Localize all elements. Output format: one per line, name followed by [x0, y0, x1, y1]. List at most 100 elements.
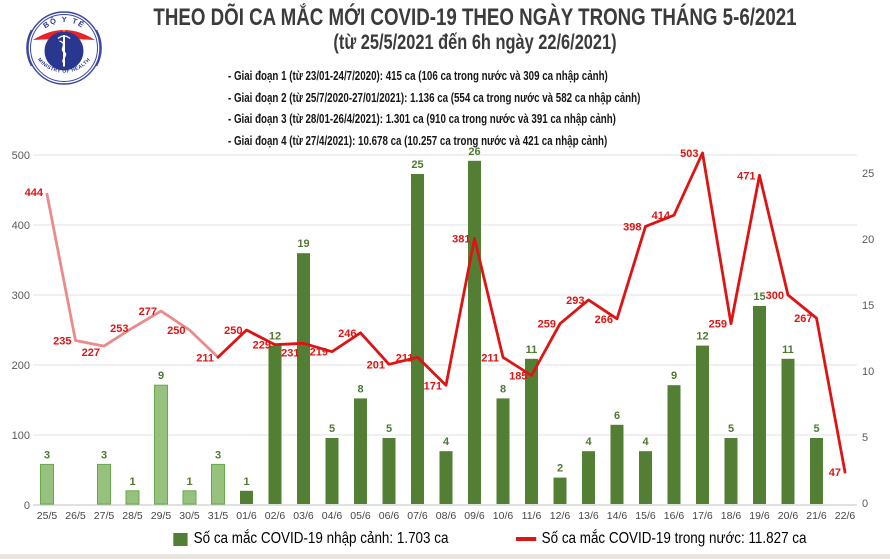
x-axis-label: 22/6 [835, 510, 856, 522]
line-value-label: 211 [481, 352, 499, 364]
x-axis-label: 21/6 [806, 510, 827, 522]
bar-imported-cases [439, 451, 453, 504]
bar-imported-cases [582, 451, 595, 504]
domestic-cases-line-may [45, 192, 220, 359]
bar-imported-cases [468, 160, 481, 505]
bar-imported-cases [496, 398, 510, 504]
x-axis-label: 26/5 [65, 510, 86, 522]
x-axis-label: 02/6 [265, 510, 286, 522]
x-axis-label: 08/6 [436, 510, 457, 522]
bar-imported-cases [268, 345, 282, 504]
bar-value-label: 9 [158, 370, 164, 382]
line-value-label: 171 [424, 380, 442, 392]
bar-value-label: 19 [297, 238, 309, 250]
line-value-label: 231 [281, 347, 299, 359]
bar-value-label: 3 [44, 449, 50, 461]
line-value-label: 250 [224, 325, 242, 337]
x-axis-label: 07/6 [407, 510, 428, 522]
line-value-label: 471 [737, 170, 755, 182]
line-value-label: 246 [338, 328, 356, 340]
x-axis-label: 04/6 [322, 510, 343, 522]
line-value-label: 211 [196, 352, 214, 364]
line-value-label: 503 [680, 148, 698, 160]
left-axis-tick: 200 [12, 360, 30, 372]
x-axis-label: 16/6 [664, 510, 685, 522]
bar-value-label: 9 [671, 370, 677, 382]
bar-imported-cases [610, 424, 624, 504]
line-value-label: 229 [253, 340, 271, 352]
bar-imported-cases [781, 358, 795, 504]
x-axis-label: 10/6 [493, 510, 514, 522]
bar-value-label: 12 [269, 331, 281, 343]
bar-value-label: 3 [215, 449, 221, 461]
domestic-line-swatch-icon [515, 537, 536, 541]
line-value-label: 259 [538, 319, 556, 331]
x-axis-label: 28/5 [122, 510, 143, 522]
bar-value-label: 4 [585, 436, 592, 448]
bar-imported-cases [40, 463, 54, 505]
line-value-label: 201 [367, 359, 385, 371]
phase-3-line: - Giai đoạn 3 (từ 28/01-26/4/2021): 1.30… [228, 111, 616, 126]
x-axis-label: 15/6 [635, 510, 656, 522]
line-value-label: 266 [595, 314, 613, 326]
line-value-label: 47 [829, 467, 841, 479]
right-axis-tick: 15 [862, 300, 874, 312]
legend-item-domestic: Số ca mắc COVID-19 trong nước: 11.827 ca [515, 530, 806, 548]
phase-2-line: - Giai đoạn 2 (từ 25/7/2020-27/01/2021):… [228, 89, 641, 105]
laurel-right-arc [95, 29, 102, 67]
bar-value-label: 5 [813, 423, 819, 435]
bar-value-label: 25 [411, 159, 423, 171]
bar-value-label: 4 [642, 436, 649, 448]
bar-imported-cases [154, 384, 168, 505]
x-axis-label: 31/5 [208, 510, 229, 522]
bar-value-label: 1 [129, 476, 135, 488]
bar-value-label: 8 [500, 383, 506, 395]
bar-value-label: 11 [526, 344, 538, 356]
x-axis-label: 27/5 [94, 510, 115, 522]
bar-imported-cases [125, 490, 140, 505]
bar-imported-cases [411, 174, 424, 504]
phase-4-line: - Giai đoạn 4 (từ 27/4/2021): 10.678 ca … [228, 132, 608, 148]
bar-value-label: 8 [357, 383, 363, 395]
bar-value-label: 3 [101, 449, 107, 461]
x-axis-label: 25/5 [37, 510, 58, 522]
right-axis-tick: 10 [862, 366, 874, 378]
bar-value-label: 5 [329, 423, 335, 435]
legend-imported-label: Số ca mắc COVID-19 nhập cảnh: 1.703 ca [193, 530, 449, 547]
line-value-label: 398 [623, 221, 641, 233]
x-axis-label: 29/5 [151, 510, 172, 522]
x-axis-label: 19/6 [749, 510, 770, 522]
domestic-cases-line-june [216, 151, 847, 474]
chart-legend: Số ca mắc COVID-19 nhập cảnh: 1.703 ca S… [116, 527, 864, 551]
x-axis-label: 11/6 [522, 510, 542, 522]
left-axis-tick: 400 [12, 220, 30, 232]
x-axis-label: 06/6 [379, 510, 400, 522]
legend-item-imported: Số ca mắc COVID-19 nhập cảnh: 1.703 ca [173, 530, 449, 548]
line-value-label: 227 [82, 347, 100, 359]
bar-imported-cases [753, 306, 766, 504]
bar-value-label: 12 [696, 331, 708, 343]
x-axis-label: 01/6 [236, 510, 257, 522]
bar-imported-cases [325, 438, 339, 504]
x-axis-label: 20/6 [778, 510, 799, 522]
bar-imported-cases [211, 463, 225, 505]
x-axis-label: 05/6 [350, 510, 371, 522]
staff-ornament [57, 35, 71, 39]
bar-imported-cases [553, 477, 567, 504]
page-subtitle: (từ 25/5/2021 đến 6h ngày 22/6/2021) [333, 31, 617, 54]
phase-summary-block: - Giai đoạn 1 (từ 23/01-24/7/2020): 415 … [228, 65, 640, 151]
left-axis-tick: 100 [12, 430, 30, 442]
bar-imported-cases [382, 438, 396, 504]
bar-value-label: 5 [386, 423, 392, 435]
line-value-label: 253 [110, 323, 128, 335]
ministry-of-health-logo: BỘ Y TẾ MINISTRY OF HEALTH [26, 11, 102, 85]
bar-imported-cases [724, 438, 738, 504]
x-axis-label: 03/6 [293, 510, 314, 522]
line-value-label: 300 [766, 290, 784, 302]
line-value-label: 444 [25, 187, 44, 199]
left-axis-tick: 500 [12, 150, 30, 162]
left-axis-tick: 300 [12, 290, 30, 302]
bar-imported-cases [182, 490, 197, 505]
line-value-label: 219 [310, 347, 328, 359]
